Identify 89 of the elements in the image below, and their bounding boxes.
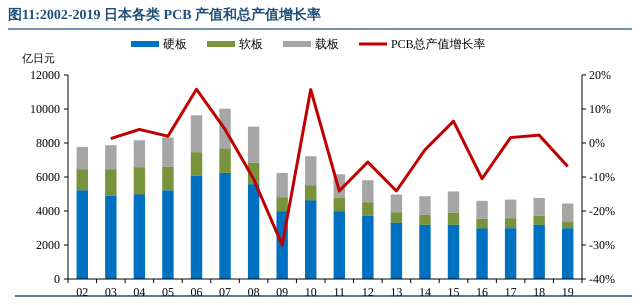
y-tick-label: 6000 — [36, 170, 60, 184]
bar — [334, 198, 345, 212]
bar — [305, 200, 316, 279]
y2-tick-label: 0% — [589, 136, 605, 150]
x-tick-label: 05 — [162, 285, 174, 299]
y-tick-label: 0 — [54, 272, 60, 286]
x-tick-label: 18 — [533, 285, 546, 299]
bar — [105, 145, 117, 170]
bar — [248, 126, 260, 163]
legend-label: 硬板 — [163, 37, 187, 51]
y2-tick-label: -30% — [589, 238, 615, 252]
y2-tick-label: 10% — [589, 102, 611, 116]
y-tick-label: 10000 — [30, 102, 60, 116]
y2-tick-label: -40% — [589, 272, 615, 286]
chart-title: 图11:2002-2019 日本各类 PCB 产值和总产值增长率 — [8, 6, 322, 23]
bar — [504, 228, 516, 279]
x-tick-label: 13 — [390, 285, 402, 299]
bar — [533, 224, 545, 279]
y-tick-label: 2000 — [36, 238, 60, 252]
x-tick-label: 16 — [476, 285, 488, 299]
bar — [504, 200, 516, 218]
bar — [390, 194, 402, 212]
x-tick-label: 08 — [248, 285, 260, 299]
bar — [76, 146, 88, 170]
bar — [419, 214, 431, 225]
x-tick-label: 14 — [418, 285, 431, 299]
bar — [476, 200, 488, 219]
y2-tick-label: -10% — [589, 170, 615, 184]
bar — [105, 196, 117, 279]
bar — [562, 228, 574, 279]
bar — [390, 222, 402, 279]
bar — [190, 115, 202, 152]
x-tick-label: 09 — [276, 285, 288, 299]
bar — [448, 191, 460, 213]
y2-tick-label: 20% — [589, 68, 611, 82]
bar — [362, 202, 374, 216]
x-tick-label: 19 — [562, 285, 574, 299]
bar — [134, 194, 146, 279]
bar — [105, 169, 117, 196]
bar — [276, 197, 288, 212]
bar — [419, 196, 431, 215]
bar — [219, 148, 231, 173]
x-tick-label: 02 — [76, 285, 88, 299]
x-tick-label: 10 — [304, 285, 317, 299]
bar — [504, 218, 516, 228]
bar — [305, 156, 316, 186]
bar — [76, 190, 88, 279]
bar — [448, 212, 460, 225]
bar — [448, 224, 460, 279]
y-tick-label: 4000 — [36, 204, 60, 218]
bar — [419, 224, 431, 279]
bar — [162, 138, 174, 167]
bar — [276, 172, 288, 198]
x-tick-label: 17 — [504, 285, 517, 299]
bar — [390, 212, 402, 223]
legend-label: PCB总产值增长率 — [391, 37, 486, 51]
bar — [76, 169, 88, 190]
bar — [190, 152, 202, 176]
bar — [533, 198, 545, 216]
line-series — [109, 88, 570, 246]
bar — [190, 176, 202, 279]
x-tick-label: 15 — [448, 285, 460, 299]
bar — [305, 185, 316, 200]
legend-label: 软板 — [239, 37, 263, 51]
bar — [562, 222, 574, 228]
y-tick-label: 8000 — [36, 136, 60, 150]
bar — [248, 184, 260, 279]
bar — [162, 190, 174, 279]
bar — [476, 218, 488, 229]
bar — [476, 228, 488, 279]
bar — [533, 216, 545, 225]
x-tick-label: 07 — [219, 285, 232, 299]
x-tick-label: 03 — [104, 285, 117, 299]
bar — [219, 172, 231, 279]
x-tick-label: 12 — [362, 285, 374, 299]
bar — [162, 166, 174, 190]
y-tick-label: 12000 — [30, 68, 60, 82]
legend-label: 载板 — [315, 37, 339, 51]
bar — [134, 140, 146, 168]
y2-tick-label: -20% — [589, 204, 615, 218]
y-axis-title: 亿日元 — [21, 53, 55, 65]
x-tick-label: 04 — [133, 285, 146, 299]
bar — [362, 180, 374, 202]
bar — [134, 167, 146, 195]
x-tick-label: 11 — [333, 285, 346, 299]
bar — [562, 204, 574, 222]
bar — [334, 212, 345, 279]
x-tick-label: 06 — [190, 285, 202, 299]
bar — [362, 216, 374, 279]
